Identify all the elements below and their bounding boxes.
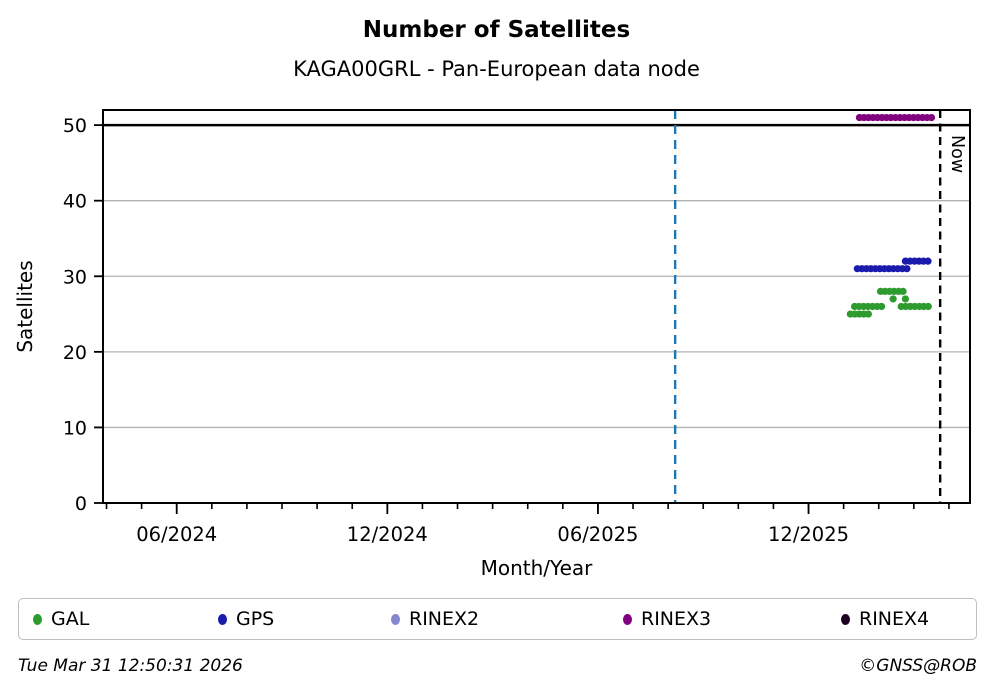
x-tick-label-06/2025: 06/2025 xyxy=(557,523,638,546)
x-tick-label-12/2025: 12/2025 xyxy=(768,523,849,546)
series-GAL-point xyxy=(901,295,910,303)
legend-marker-icon xyxy=(623,613,632,625)
legend-label: GAL xyxy=(51,608,90,630)
legend-label: RINEX3 xyxy=(641,608,712,630)
chart-subtitle: KAGA00GRL - Pan-European data node xyxy=(293,57,700,81)
plot-area: 0 10 20 30 40 50 06/2024 12/2024 06/2025 12/2025 N… xyxy=(13,109,971,580)
copyright-label: ©GNSS@ROB xyxy=(859,656,977,676)
legend-item-gps: GPS xyxy=(218,599,274,639)
legend-marker-icon xyxy=(391,613,400,625)
chart-title: Number of Satellites xyxy=(362,17,631,43)
timestamp-label: Tue Mar 31 12:50:31 2026 xyxy=(18,656,243,676)
y-tick-label-30: 30 xyxy=(63,266,87,288)
legend-item-gal: GAL xyxy=(33,599,89,639)
x-tick-label-12/2024: 12/2024 xyxy=(347,523,428,546)
legend-label: GPS xyxy=(236,608,275,630)
legend-marker-icon xyxy=(33,613,42,625)
legend-label: RINEX4 xyxy=(859,608,930,630)
plot-frame xyxy=(102,109,971,504)
legend-marker-icon xyxy=(841,613,850,625)
now-label: Now xyxy=(947,135,967,173)
y-axis-label: Satellites xyxy=(13,260,37,352)
y-tick-label-20: 20 xyxy=(63,342,87,364)
legend-item-rinex4: RINEX4 xyxy=(841,599,929,639)
legend-label: RINEX2 xyxy=(409,608,480,630)
x-axis-label: Month/Year xyxy=(481,556,594,580)
y-tick-label-50: 50 xyxy=(63,115,87,137)
series-GAL-point xyxy=(889,295,897,303)
y-tick-label-10: 10 xyxy=(63,417,87,439)
x-tick-label-06/2024: 06/2024 xyxy=(136,523,217,546)
legend-marker-icon xyxy=(218,613,227,625)
legend-item-rinex3: RINEX3 xyxy=(623,599,711,639)
y-tick-label-40: 40 xyxy=(63,191,87,213)
chart-legend: GAL GPS RINEX2 RINEX3 RINEX4 xyxy=(18,598,977,640)
y-tick-label-0: 0 xyxy=(75,493,87,515)
legend-item-rinex2: RINEX2 xyxy=(391,599,479,639)
